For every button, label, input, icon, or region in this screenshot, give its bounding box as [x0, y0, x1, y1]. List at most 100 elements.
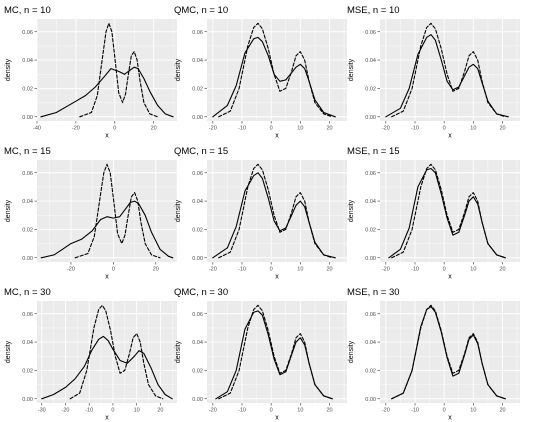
x-tick-label: -20: [209, 408, 217, 414]
x-tick-label: -30: [38, 408, 46, 414]
panel-title: MSE, n = 15: [347, 146, 400, 157]
y-tick-label: 0.04: [365, 58, 376, 64]
y-axis-label: density: [348, 199, 355, 222]
solid-density-curve: [391, 306, 506, 400]
y-tick-label: 0.02: [22, 86, 33, 92]
x-tick-label: -20: [61, 408, 69, 414]
x-tick-label: 10: [470, 126, 476, 132]
y-tick-label: 0.02: [22, 227, 33, 233]
x-tick-label: -20: [209, 126, 217, 132]
dashed-density-curve: [74, 163, 161, 259]
x-tick-label: -20: [382, 267, 390, 273]
plot-background: [380, 19, 520, 121]
solid-density-curve: [212, 172, 336, 259]
plot-background: [37, 19, 177, 121]
plot-background: [207, 301, 347, 403]
solid-density-curve: [215, 310, 333, 400]
dashed-density-curve: [69, 304, 164, 400]
y-tick-label: 0.06: [22, 30, 33, 36]
x-axis-label: x: [105, 415, 109, 422]
x-tick-label: -10: [238, 267, 246, 273]
panel: -20 -10 0 10 20 0.00 0.02 0.04 0.06 x density MSE, …: [347, 146, 520, 281]
y-tick-label: 0.04: [22, 199, 33, 205]
panel-title: MC, n = 10: [4, 5, 51, 16]
x-tick-label: 0: [443, 126, 446, 132]
x-axis-label: x: [105, 274, 109, 281]
y-axis-label: density: [175, 199, 182, 222]
y-tick-label: 0.04: [192, 58, 203, 64]
x-tick-label: -20: [382, 126, 390, 132]
x-tick-label: 20: [326, 408, 332, 414]
x-tick-label: -20: [72, 126, 80, 132]
x-tick-label: -10: [411, 126, 419, 132]
y-axis-label: density: [5, 58, 12, 81]
y-tick-label: 0.04: [192, 340, 203, 346]
x-axis-label: x: [448, 133, 452, 140]
x-axis-label: x: [448, 274, 452, 281]
x-tick-label: 0: [270, 408, 273, 414]
panel-title: MC, n = 15: [4, 146, 51, 157]
panel: -20 -10 0 10 20 0.00 0.02 0.04 0.06 x density QMC, …: [174, 146, 347, 281]
x-tick-label: -10: [411, 408, 419, 414]
y-tick-label: 0.00: [192, 256, 203, 262]
panel-title: MSE, n = 30: [347, 287, 400, 298]
x-tick-label: 20: [499, 267, 505, 273]
y-axis-label: density: [348, 58, 355, 81]
y-tick-label: 0.04: [365, 199, 376, 205]
y-tick-label: 0.04: [22, 340, 33, 346]
x-tick-label: 10: [134, 408, 140, 414]
solid-density-curve: [388, 167, 506, 259]
x-axis-label: x: [275, 415, 279, 422]
x-tick-label: 10: [297, 126, 303, 132]
panel: -40 -20 0 20 0.00 0.02 0.04 0.06 x density MC, n =…: [4, 5, 177, 140]
x-tick-label: 0: [111, 408, 114, 414]
plot-background: [37, 160, 177, 262]
x-tick-label: -20: [382, 408, 390, 414]
panel: -20 0 20 0.00 0.02 0.04 0.06 x density MC, n = 15: [4, 146, 178, 281]
y-tick-label: 0.00: [365, 256, 376, 262]
panel-title: MSE, n = 10: [347, 5, 400, 16]
x-axis-label: x: [275, 274, 279, 281]
x-tick-label: -40: [33, 126, 41, 132]
y-axis-label: density: [175, 58, 182, 81]
x-tick-label: 0: [443, 267, 446, 273]
x-tick-label: 10: [297, 408, 303, 414]
y-tick-label: 0.06: [192, 312, 203, 318]
y-tick-label: 0.02: [192, 227, 203, 233]
panel-title: QMC, n = 10: [174, 5, 228, 16]
y-tick-label: 0.06: [192, 30, 203, 36]
x-axis-label: x: [275, 133, 279, 140]
x-tick-label: 0: [270, 126, 273, 132]
panel: -20 -10 0 10 20 0.00 0.02 0.04 0.06 x density MSE, …: [347, 287, 520, 422]
panel-title: MC, n = 30: [4, 287, 51, 298]
x-tick-label: 10: [470, 267, 476, 273]
y-axis-label: density: [5, 199, 12, 222]
x-tick-label: 10: [297, 267, 303, 273]
x-tick-label: 0: [443, 408, 446, 414]
y-tick-label: 0.02: [22, 368, 33, 374]
x-tick-label: -10: [238, 126, 246, 132]
solid-density-curve: [212, 36, 336, 118]
plot-background: [207, 160, 347, 262]
x-tick-label: -20: [67, 267, 75, 273]
x-tick-label: 20: [157, 408, 163, 414]
x-tick-label: 10: [470, 408, 476, 414]
x-tick-label: 0: [112, 267, 115, 273]
y-tick-label: 0.04: [192, 199, 203, 205]
x-tick-label: 20: [326, 126, 332, 132]
panel: -20 -10 0 10 20 0.00 0.02 0.04 0.06 x density MSE, …: [347, 5, 520, 140]
panel: -20 -10 0 10 20 0.00 0.02 0.04 0.06 x density QMC, …: [174, 5, 347, 140]
y-tick-label: 0.02: [192, 86, 203, 92]
y-tick-label: 0.00: [192, 115, 203, 121]
y-axis-label: density: [175, 340, 182, 363]
x-tick-label: 20: [326, 267, 332, 273]
y-tick-label: 0.06: [365, 312, 376, 318]
y-tick-label: 0.00: [365, 115, 376, 121]
y-tick-label: 0.02: [365, 86, 376, 92]
solid-density-curve: [41, 335, 173, 400]
dashed-density-curve: [79, 22, 159, 118]
y-tick-label: 0.00: [22, 256, 33, 262]
solid-density-curve: [40, 66, 174, 118]
y-tick-label: 0.02: [365, 227, 376, 233]
